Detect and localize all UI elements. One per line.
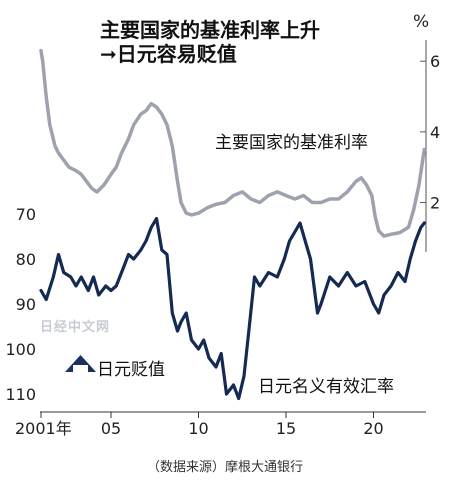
- series-label-exchange-rate: 日元名义有效汇率: [258, 377, 394, 397]
- left-tick-label: 70: [16, 205, 36, 224]
- right-axis-ticks: 2 4 6: [420, 52, 440, 213]
- yen-depreciation-label: 日元贬值: [97, 360, 165, 380]
- chart-title-line-1: 主要国家的基准利率上升: [100, 18, 320, 42]
- x-tick-label: 05: [101, 419, 121, 438]
- x-tick-label: 15: [276, 419, 296, 438]
- series-line-interest-rate: [39, 48, 427, 238]
- left-tick-label: 100: [5, 340, 36, 359]
- source-note: （数据来源）摩根大通银行: [146, 460, 303, 475]
- left-tick-label: 80: [16, 250, 36, 269]
- watermark: 日经中文网: [40, 320, 111, 335]
- left-tick-label: 90: [16, 295, 36, 314]
- series-label-interest-rate: 主要国家的基准利率: [215, 133, 368, 153]
- left-axis-ticks: 70 80 90 100 110: [5, 205, 36, 404]
- series-layer: [39, 48, 427, 401]
- x-tick-label: 10: [188, 419, 208, 438]
- series-line-exchange-rate: [39, 216, 426, 401]
- right-tick-label: 2: [430, 194, 440, 213]
- x-tick-label: 20: [363, 419, 383, 438]
- right-axis-unit: %: [413, 12, 430, 32]
- chart-title-line-2: ➞日元容易贬值: [100, 42, 237, 66]
- x-tick-label: 2001年: [15, 419, 72, 438]
- right-tick-label: 4: [430, 123, 440, 142]
- up-arrow-icon: [65, 355, 96, 372]
- left-tick-label: 110: [5, 385, 36, 404]
- right-tick-label: 6: [430, 52, 440, 71]
- x-axis-ticks: 2001年 05 10 15 20: [15, 412, 384, 438]
